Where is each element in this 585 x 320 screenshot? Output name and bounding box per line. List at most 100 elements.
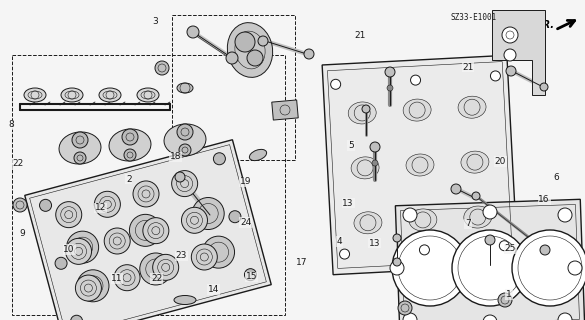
Ellipse shape <box>406 154 434 176</box>
Text: 18: 18 <box>170 152 181 161</box>
Circle shape <box>229 211 241 223</box>
Circle shape <box>77 270 109 302</box>
Circle shape <box>66 238 92 264</box>
Circle shape <box>187 26 199 38</box>
Ellipse shape <box>464 206 492 228</box>
Ellipse shape <box>164 124 206 156</box>
Polygon shape <box>395 199 584 320</box>
Circle shape <box>177 124 193 140</box>
Circle shape <box>122 129 138 145</box>
Circle shape <box>214 153 225 165</box>
Circle shape <box>540 245 550 255</box>
Circle shape <box>393 258 401 266</box>
Ellipse shape <box>99 88 121 102</box>
Circle shape <box>124 149 136 161</box>
Circle shape <box>247 50 263 66</box>
Circle shape <box>398 301 412 315</box>
Circle shape <box>114 265 140 291</box>
Ellipse shape <box>351 157 379 179</box>
Circle shape <box>331 79 340 89</box>
Text: 5: 5 <box>348 141 354 150</box>
Circle shape <box>71 315 82 320</box>
Circle shape <box>452 230 528 306</box>
Polygon shape <box>25 140 271 320</box>
Text: 17: 17 <box>295 258 307 267</box>
Text: 22: 22 <box>151 274 163 283</box>
Circle shape <box>568 261 582 275</box>
Text: 10: 10 <box>63 245 75 254</box>
Circle shape <box>129 214 161 246</box>
Ellipse shape <box>461 151 489 173</box>
Circle shape <box>140 253 172 285</box>
Ellipse shape <box>174 295 196 305</box>
Circle shape <box>502 27 518 43</box>
Text: 11: 11 <box>111 274 123 283</box>
Text: 23: 23 <box>176 252 187 260</box>
Text: 3: 3 <box>152 17 158 26</box>
Circle shape <box>370 142 380 152</box>
Text: 21: 21 <box>354 31 366 40</box>
Circle shape <box>104 228 130 254</box>
Ellipse shape <box>228 23 273 77</box>
Circle shape <box>55 257 67 269</box>
Circle shape <box>500 241 510 251</box>
Ellipse shape <box>137 88 159 102</box>
Circle shape <box>393 234 401 242</box>
Circle shape <box>143 218 169 244</box>
Ellipse shape <box>458 96 486 118</box>
Ellipse shape <box>409 209 437 231</box>
Circle shape <box>504 49 516 61</box>
Ellipse shape <box>177 83 193 93</box>
Circle shape <box>392 230 468 306</box>
Circle shape <box>485 235 495 245</box>
Circle shape <box>226 52 238 64</box>
Circle shape <box>304 49 314 59</box>
Circle shape <box>411 75 421 85</box>
Circle shape <box>75 275 101 301</box>
Circle shape <box>202 236 235 268</box>
Circle shape <box>153 254 178 280</box>
Text: 15: 15 <box>246 272 257 281</box>
Text: 21: 21 <box>462 63 474 72</box>
Circle shape <box>387 85 393 91</box>
Text: 2: 2 <box>126 175 132 184</box>
Circle shape <box>40 199 51 211</box>
Text: 20: 20 <box>494 157 506 166</box>
Circle shape <box>192 197 224 229</box>
Text: 13: 13 <box>369 239 380 248</box>
Circle shape <box>512 230 585 306</box>
Circle shape <box>540 83 548 91</box>
Ellipse shape <box>59 132 101 164</box>
Circle shape <box>490 71 500 81</box>
Circle shape <box>72 132 88 148</box>
Ellipse shape <box>249 149 267 161</box>
Circle shape <box>67 231 99 263</box>
Circle shape <box>181 207 208 233</box>
Circle shape <box>171 171 198 196</box>
Circle shape <box>498 293 512 307</box>
Text: 16: 16 <box>538 196 550 204</box>
Text: 14: 14 <box>208 285 219 294</box>
Text: SZ33-E1001: SZ33-E1001 <box>450 13 497 22</box>
Ellipse shape <box>348 102 376 124</box>
Circle shape <box>558 208 572 222</box>
Circle shape <box>191 244 217 270</box>
Text: 6: 6 <box>553 173 559 182</box>
Circle shape <box>483 315 497 320</box>
Ellipse shape <box>403 99 431 121</box>
Polygon shape <box>492 10 545 95</box>
Circle shape <box>403 313 417 320</box>
Text: 19: 19 <box>240 177 252 186</box>
Circle shape <box>94 191 121 217</box>
Circle shape <box>339 249 350 259</box>
Text: 7: 7 <box>465 220 471 228</box>
Text: 8: 8 <box>9 120 15 129</box>
Polygon shape <box>322 55 518 275</box>
Circle shape <box>133 181 159 207</box>
Circle shape <box>472 192 480 200</box>
Text: 13: 13 <box>342 199 354 208</box>
Text: 25: 25 <box>504 244 516 253</box>
Ellipse shape <box>354 212 382 234</box>
Circle shape <box>372 160 378 166</box>
Circle shape <box>451 184 461 194</box>
